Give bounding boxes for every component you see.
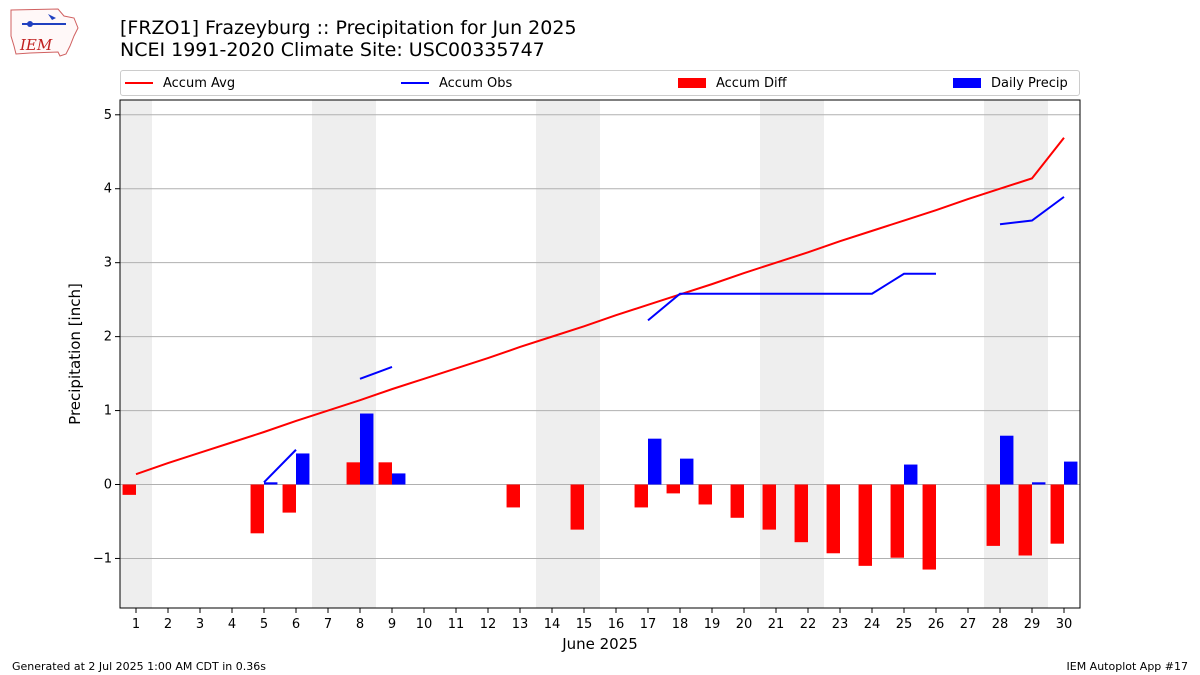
accum-diff-bar [986, 484, 1000, 546]
accum-diff-bar [1050, 484, 1064, 544]
legend-item-accum-diff: Accum Diff [678, 71, 787, 95]
x-tick-label: 25 [896, 617, 913, 632]
x-tick-label: 3 [196, 617, 204, 632]
y-tick-label: 2 [104, 330, 112, 345]
accum-diff-bar [570, 484, 584, 530]
daily-precip-bar [264, 482, 278, 485]
y-tick-label: 0 [104, 478, 112, 493]
y-tick-label: 1 [104, 404, 112, 419]
y-tick-label: 5 [104, 108, 112, 123]
chart-legend: Accum Avg Accum Obs Accum Diff Daily Pre… [120, 70, 1080, 96]
y-tick-label: 4 [104, 182, 112, 197]
x-tick-label: 8 [356, 617, 364, 632]
weekend-band [536, 100, 600, 608]
daily-precip-bar [904, 464, 918, 485]
weekend-band [760, 100, 824, 608]
accum-diff-bar [346, 462, 360, 485]
accum-diff-bar [634, 484, 648, 508]
accum-diff-bar [762, 484, 776, 530]
weekend-band [312, 100, 376, 608]
plot-frame [119, 99, 1081, 609]
accum-diff-bar [250, 484, 264, 534]
daily-precip-bar [1064, 461, 1078, 485]
x-tick-label: 1 [132, 617, 140, 632]
daily-precip-bar [648, 438, 662, 485]
legend-swatch-accum-obs [401, 82, 429, 84]
x-tick-label: 22 [800, 617, 817, 632]
x-tick-label: 20 [736, 617, 753, 632]
x-tick-label: 4 [228, 617, 236, 632]
x-tick-label: 7 [324, 617, 332, 632]
daily-precip-bar [1000, 435, 1014, 485]
x-tick-label: 24 [864, 617, 881, 632]
x-tick-label: 14 [544, 617, 561, 632]
daily-precip-bar [392, 473, 406, 485]
legend-label-accum-obs: Accum Obs [439, 75, 513, 91]
legend-item-accum-avg: Accum Avg [125, 71, 235, 95]
x-tick-label: 30 [1056, 617, 1073, 632]
legend-label-accum-diff: Accum Diff [716, 75, 787, 91]
accum-diff-bar [890, 484, 904, 558]
y-tick-label: −1 [93, 551, 112, 566]
footer-app-text: IEM Autoplot App #17 [1066, 660, 1189, 673]
daily-precip-bar [680, 458, 694, 485]
accum-diff-bar [922, 484, 936, 570]
x-tick-label: 23 [832, 617, 849, 632]
accum-obs-line [647, 272, 936, 322]
x-tick-label: 5 [260, 617, 268, 632]
x-tick-label: 18 [672, 617, 689, 632]
x-tick-label: 12 [480, 617, 497, 632]
x-tick-label: 2 [164, 617, 172, 632]
iem-logo: IEM [10, 8, 79, 57]
x-tick-label: 21 [768, 617, 785, 632]
accum-diff-bar [730, 484, 744, 518]
x-tick-label: 11 [448, 617, 465, 632]
x-tick-label: 13 [512, 617, 529, 632]
x-tick-label: 17 [640, 617, 657, 632]
chart-title: [FRZO1] Frazeyburg :: Precipitation for … [120, 17, 577, 39]
accum-diff-bar [666, 484, 680, 494]
x-tick-label: 16 [608, 617, 625, 632]
accum-obs-line [999, 196, 1065, 226]
accum-diff-bar [698, 484, 712, 505]
y-tick-label: 3 [104, 256, 112, 271]
accum-diff-bar [282, 484, 296, 513]
legend-label-daily-precip: Daily Precip [991, 75, 1068, 91]
daily-precip-bar [1032, 482, 1046, 485]
accum-obs-line [263, 449, 297, 483]
legend-item-accum-obs: Accum Obs [401, 71, 512, 95]
x-tick-label: 10 [416, 617, 433, 632]
x-axis-label: June 2025 [561, 635, 638, 653]
logo-text: IEM [19, 36, 53, 54]
x-tick-label: 29 [1024, 617, 1041, 632]
weekend-band [120, 100, 152, 608]
accum-diff-bar [794, 484, 808, 543]
x-tick-label: 9 [388, 617, 396, 632]
x-tick-label: 26 [928, 617, 945, 632]
legend-item-daily-precip: Daily Precip [953, 71, 1068, 95]
footer-generated-text: Generated at 2 Jul 2025 1:00 AM CDT in 0… [12, 660, 266, 673]
x-tick-label: 6 [292, 617, 300, 632]
accum-diff-bar [826, 484, 840, 554]
y-axis-label: Precipitation [inch] [66, 283, 84, 425]
accum-diff-bar [378, 462, 392, 485]
chart-subtitle: NCEI 1991-2020 Climate Site: USC00335747 [120, 39, 545, 61]
legend-swatch-daily-precip [953, 78, 981, 88]
x-tick-label: 19 [704, 617, 721, 632]
accum-avg-line [135, 137, 1065, 476]
x-tick-label: 15 [576, 617, 593, 632]
accum-diff-bar [858, 484, 872, 566]
daily-precip-bar [296, 453, 310, 485]
accum-obs-line [359, 366, 393, 380]
legend-label-accum-avg: Accum Avg [163, 75, 236, 91]
legend-swatch-accum-diff [678, 78, 706, 88]
daily-precip-bar [360, 413, 374, 485]
accum-diff-bar [506, 484, 520, 508]
legend-swatch-accum-avg [125, 82, 153, 84]
x-tick-label: 28 [992, 617, 1009, 632]
accum-diff-bar [1018, 484, 1032, 556]
x-tick-label: 27 [960, 617, 977, 632]
accum-diff-bar [122, 484, 136, 495]
